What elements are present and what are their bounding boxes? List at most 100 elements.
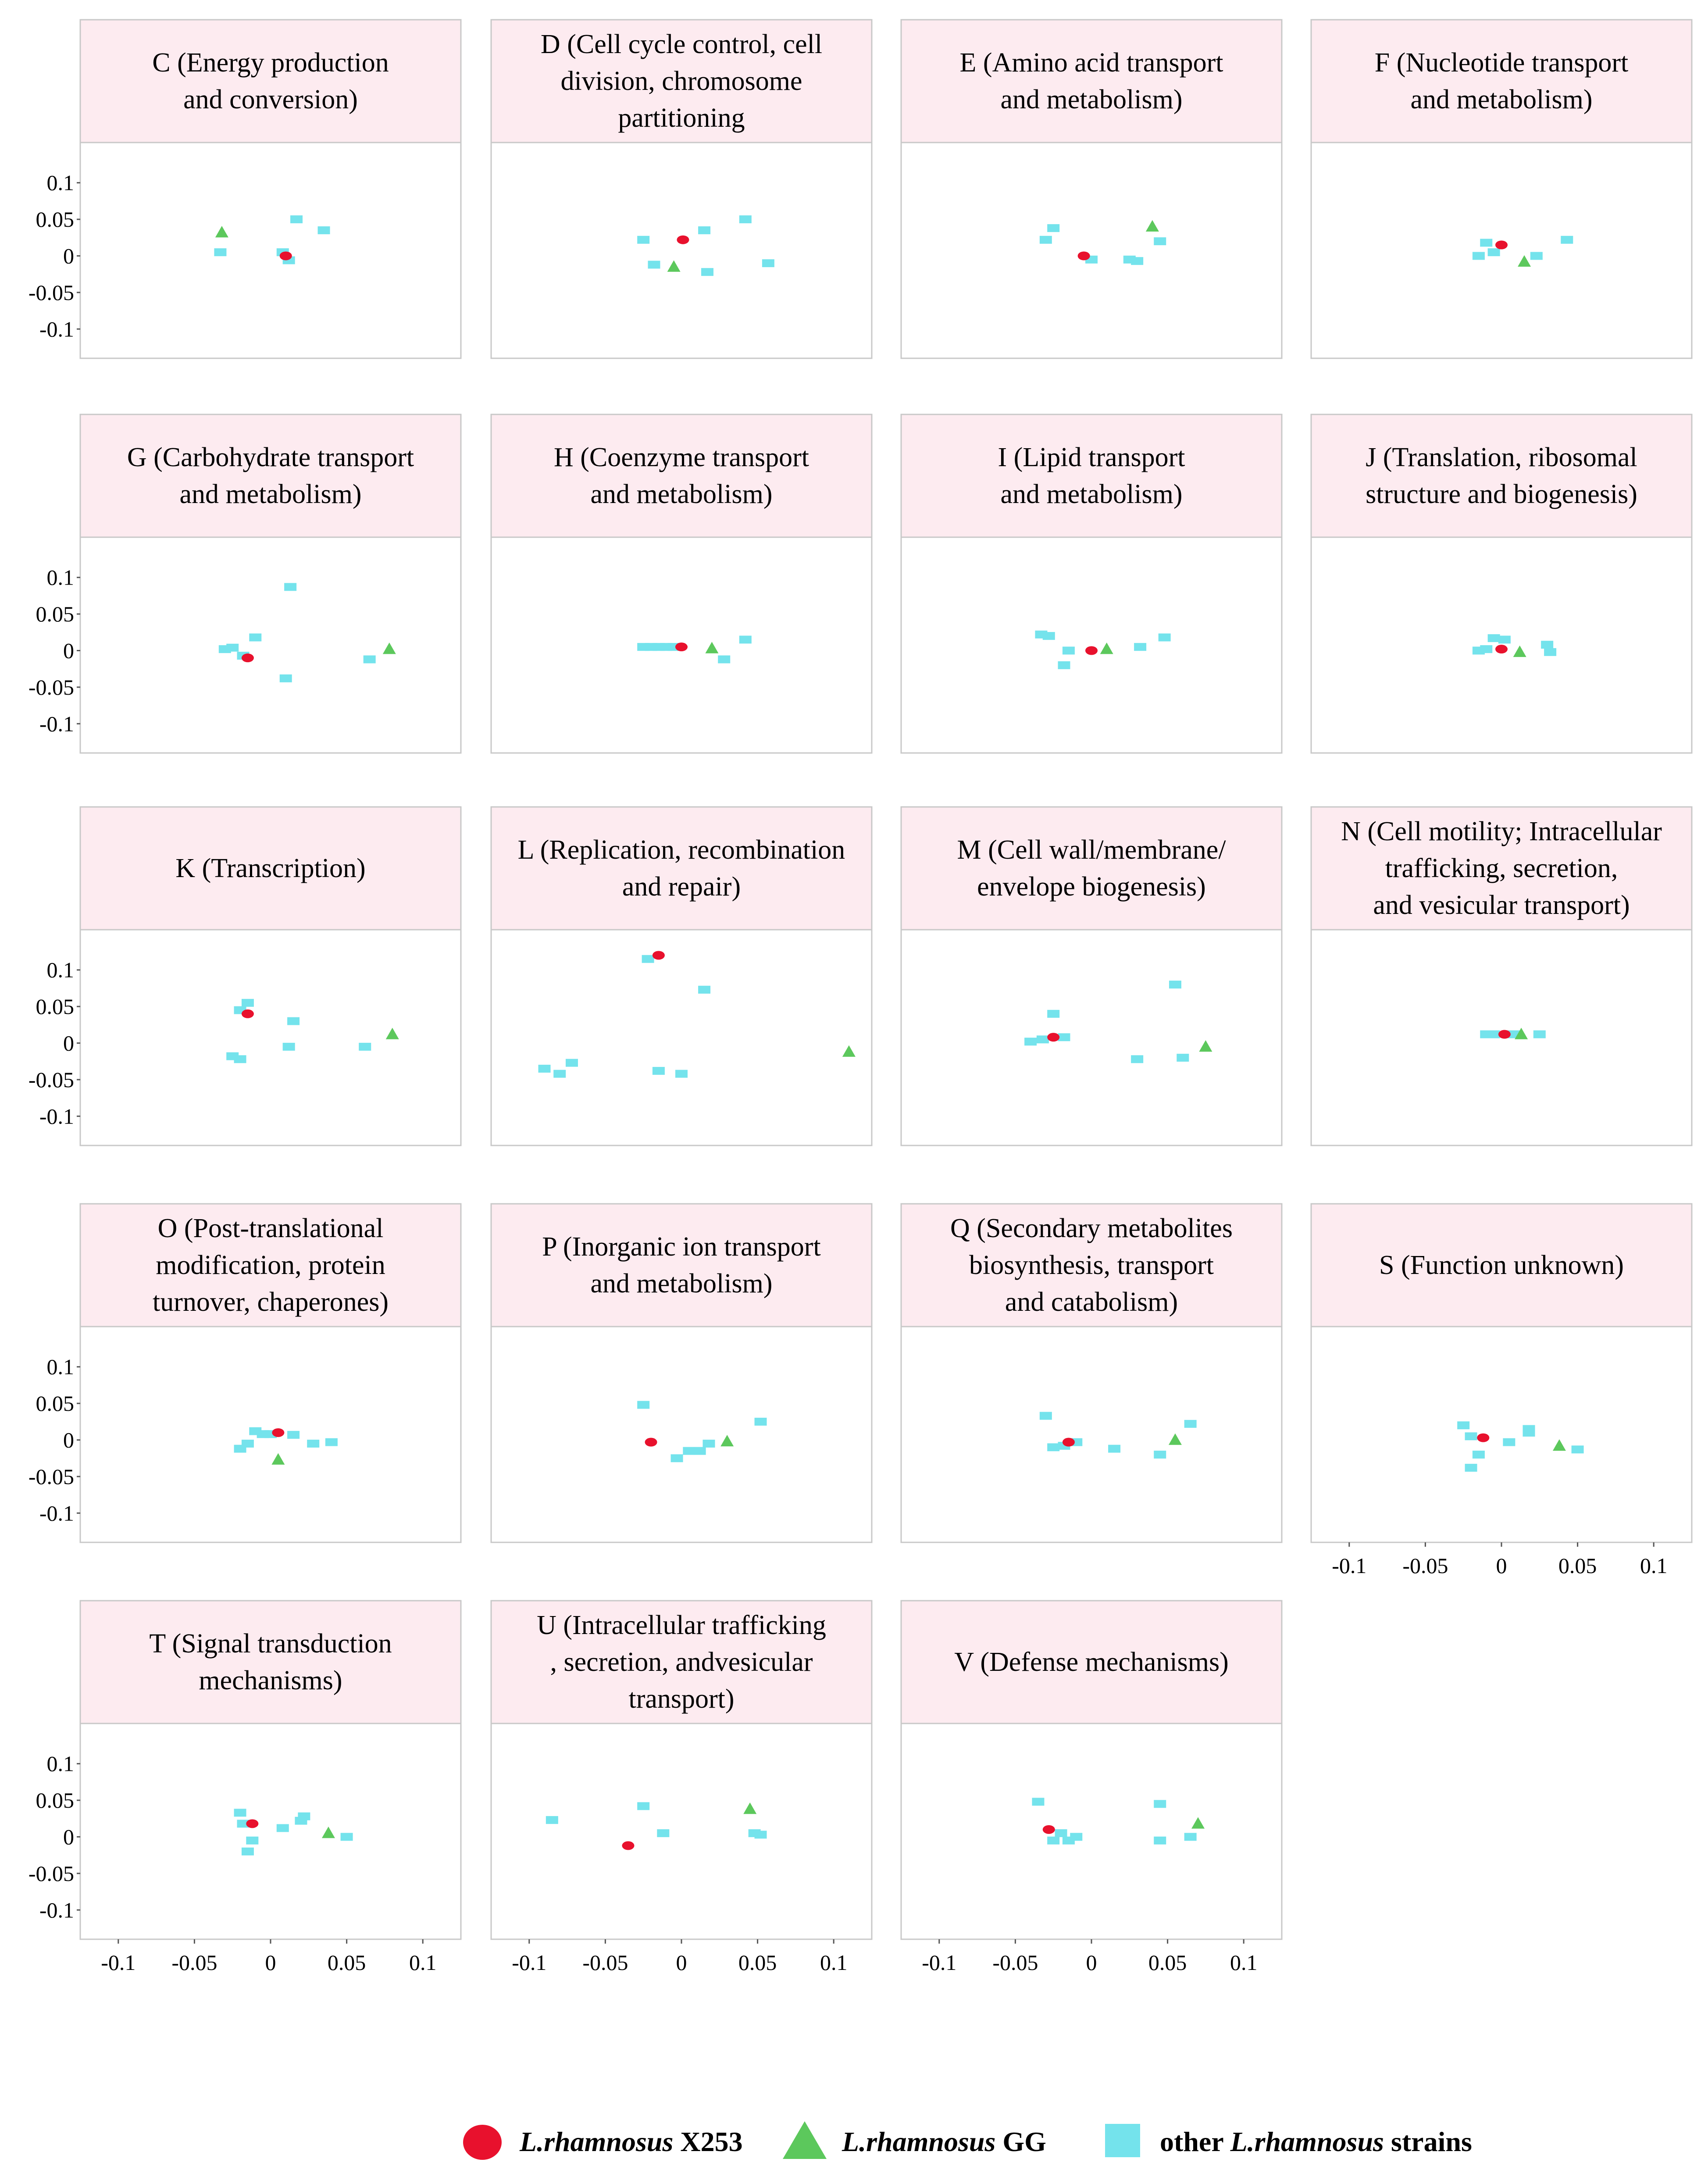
panel-title-line: mechanisms) bbox=[199, 1666, 342, 1695]
gg-point bbox=[720, 1434, 734, 1447]
other-strain-point bbox=[1480, 645, 1493, 653]
panel-title-line: and catabolism) bbox=[1005, 1287, 1178, 1317]
panel-title-line: E (Amino acid transport bbox=[960, 48, 1223, 78]
other-strain-point bbox=[1055, 1829, 1067, 1837]
x253-point bbox=[272, 1428, 285, 1437]
other-strain-point bbox=[693, 1447, 706, 1455]
y-tick-label: 0.1 bbox=[47, 958, 75, 982]
other-strain-point bbox=[1184, 1833, 1197, 1841]
x-tick-label: -0.1 bbox=[512, 1950, 546, 1975]
other-strain-point bbox=[1465, 1432, 1477, 1441]
other-strain-point bbox=[1571, 1445, 1584, 1454]
plot-area-S bbox=[1310, 1326, 1693, 1543]
panel-header-F bbox=[1310, 19, 1693, 143]
other-strain-point bbox=[287, 1431, 300, 1439]
other-strain-point bbox=[287, 1017, 300, 1025]
panel-title-line: division, chromosome bbox=[560, 66, 802, 96]
panel-header-E bbox=[900, 19, 1283, 143]
gg-point bbox=[215, 226, 228, 238]
other-strain-point bbox=[237, 1820, 250, 1828]
panel-title-line: envelope biogenesis) bbox=[977, 872, 1206, 902]
panel-title-line: L (Replication, recombination bbox=[518, 835, 845, 865]
other-strain-point bbox=[698, 226, 711, 235]
x253-point bbox=[1062, 1438, 1075, 1447]
other-strain-point bbox=[1070, 1833, 1083, 1841]
panel-title-line: and metabolism) bbox=[1001, 479, 1183, 509]
legend-label: other L.rhamnosus strains bbox=[1160, 2126, 1472, 2157]
gg-point bbox=[1513, 645, 1526, 657]
other-strain-point bbox=[1457, 1421, 1470, 1430]
legend-other-icon bbox=[1105, 2124, 1140, 2157]
panel-title-line: trafficking, secretion, bbox=[1385, 853, 1618, 883]
gg-point bbox=[743, 1802, 757, 1814]
y-tick-label: 0 bbox=[63, 639, 74, 663]
other-strain-point bbox=[307, 1439, 320, 1448]
panel-header-K bbox=[79, 806, 462, 931]
other-strain-point bbox=[340, 1833, 353, 1841]
other-strain-point bbox=[1154, 1800, 1166, 1808]
x253-point bbox=[1495, 645, 1508, 654]
panel-header-H bbox=[490, 414, 873, 538]
x253-point bbox=[622, 1841, 635, 1850]
y-tick-label: -0.1 bbox=[39, 711, 74, 736]
panel-V: V (Defense mechanisms) -0.1 -0.05 0 0.05 0.1 bbox=[900, 1600, 1283, 1975]
panel-header-N bbox=[1310, 806, 1693, 931]
legend-item-x253: L.rhamnosus X253 bbox=[463, 2125, 743, 2160]
panel-I: I (Lipid transport and metabolism) bbox=[900, 414, 1283, 754]
plot-area-I bbox=[900, 536, 1283, 754]
x253-point bbox=[1047, 1033, 1060, 1042]
plot-area-G bbox=[79, 536, 462, 754]
other-strain-point bbox=[657, 1829, 670, 1837]
plot-area-L bbox=[490, 929, 873, 1146]
other-strain-point bbox=[1523, 1425, 1535, 1433]
x253-point bbox=[1042, 1825, 1055, 1834]
y-tick-label: -0.05 bbox=[29, 675, 74, 699]
panel-title-line: Q (Secondary metabolites bbox=[950, 1213, 1233, 1243]
x253-point bbox=[1085, 646, 1098, 655]
y-tick-label: 0.1 bbox=[47, 1355, 75, 1379]
x-tick-label: 0.05 bbox=[328, 1950, 366, 1975]
panel-title-line: V (Defense mechanisms) bbox=[954, 1647, 1229, 1677]
other-strain-point bbox=[1472, 252, 1485, 260]
y-tick-label: 0.1 bbox=[47, 565, 75, 590]
other-strain-point bbox=[1039, 1412, 1052, 1420]
x-tick-label: -0.05 bbox=[992, 1950, 1038, 1975]
panel-title-line: U (Intracellular trafficking bbox=[537, 1610, 826, 1640]
panel-title-line: and metabolism) bbox=[1411, 85, 1593, 114]
panel-header-U bbox=[490, 1600, 873, 1724]
other-strain-point bbox=[1480, 239, 1493, 247]
x253-point bbox=[241, 1009, 254, 1018]
panel-title-line: transport) bbox=[628, 1684, 734, 1714]
panel-title-line: biosynthesis, transport bbox=[969, 1250, 1214, 1280]
y-tick-label: -0.1 bbox=[39, 1501, 74, 1525]
panel-title-line: and conversion) bbox=[183, 85, 358, 114]
plot-area-M bbox=[900, 929, 1283, 1146]
panel-header-T bbox=[79, 1600, 462, 1724]
other-strain-point bbox=[246, 1836, 259, 1845]
other-strain-point bbox=[284, 583, 297, 591]
other-strain-point bbox=[637, 1401, 650, 1409]
legend-item-other: other L.rhamnosus strains bbox=[1105, 2124, 1472, 2157]
gg-point bbox=[1145, 220, 1159, 232]
panel-header-J bbox=[1310, 414, 1693, 538]
gg-point bbox=[842, 1045, 856, 1057]
x-tick-label: 0.1 bbox=[1640, 1553, 1668, 1578]
x-tick-label: 0 bbox=[1086, 1950, 1097, 1975]
x-tick-label: -0.1 bbox=[922, 1950, 956, 1975]
other-strain-point bbox=[1487, 1030, 1500, 1038]
x-tick-label: 0.05 bbox=[1558, 1553, 1597, 1578]
panel-T: T (Signal transduction mechanisms) 0.1 0.05… bbox=[29, 1600, 462, 1975]
other-strain-point bbox=[754, 1417, 767, 1426]
plot-area-T bbox=[79, 1723, 462, 1940]
panel-header-G bbox=[79, 414, 462, 538]
other-strain-point bbox=[1047, 224, 1060, 232]
y-tick-label: -0.05 bbox=[29, 1464, 74, 1489]
y-tick-label: 0 bbox=[63, 1031, 74, 1056]
other-strain-point bbox=[1487, 248, 1500, 257]
panel-title-line: modification, protein bbox=[156, 1250, 385, 1280]
panel-title-line: N (Cell motility; Intracellular bbox=[1341, 817, 1662, 846]
other-strain-point bbox=[1047, 1443, 1060, 1452]
plot-area-D bbox=[490, 142, 873, 359]
other-strain-point bbox=[282, 1042, 295, 1051]
other-strain-point bbox=[249, 633, 262, 642]
